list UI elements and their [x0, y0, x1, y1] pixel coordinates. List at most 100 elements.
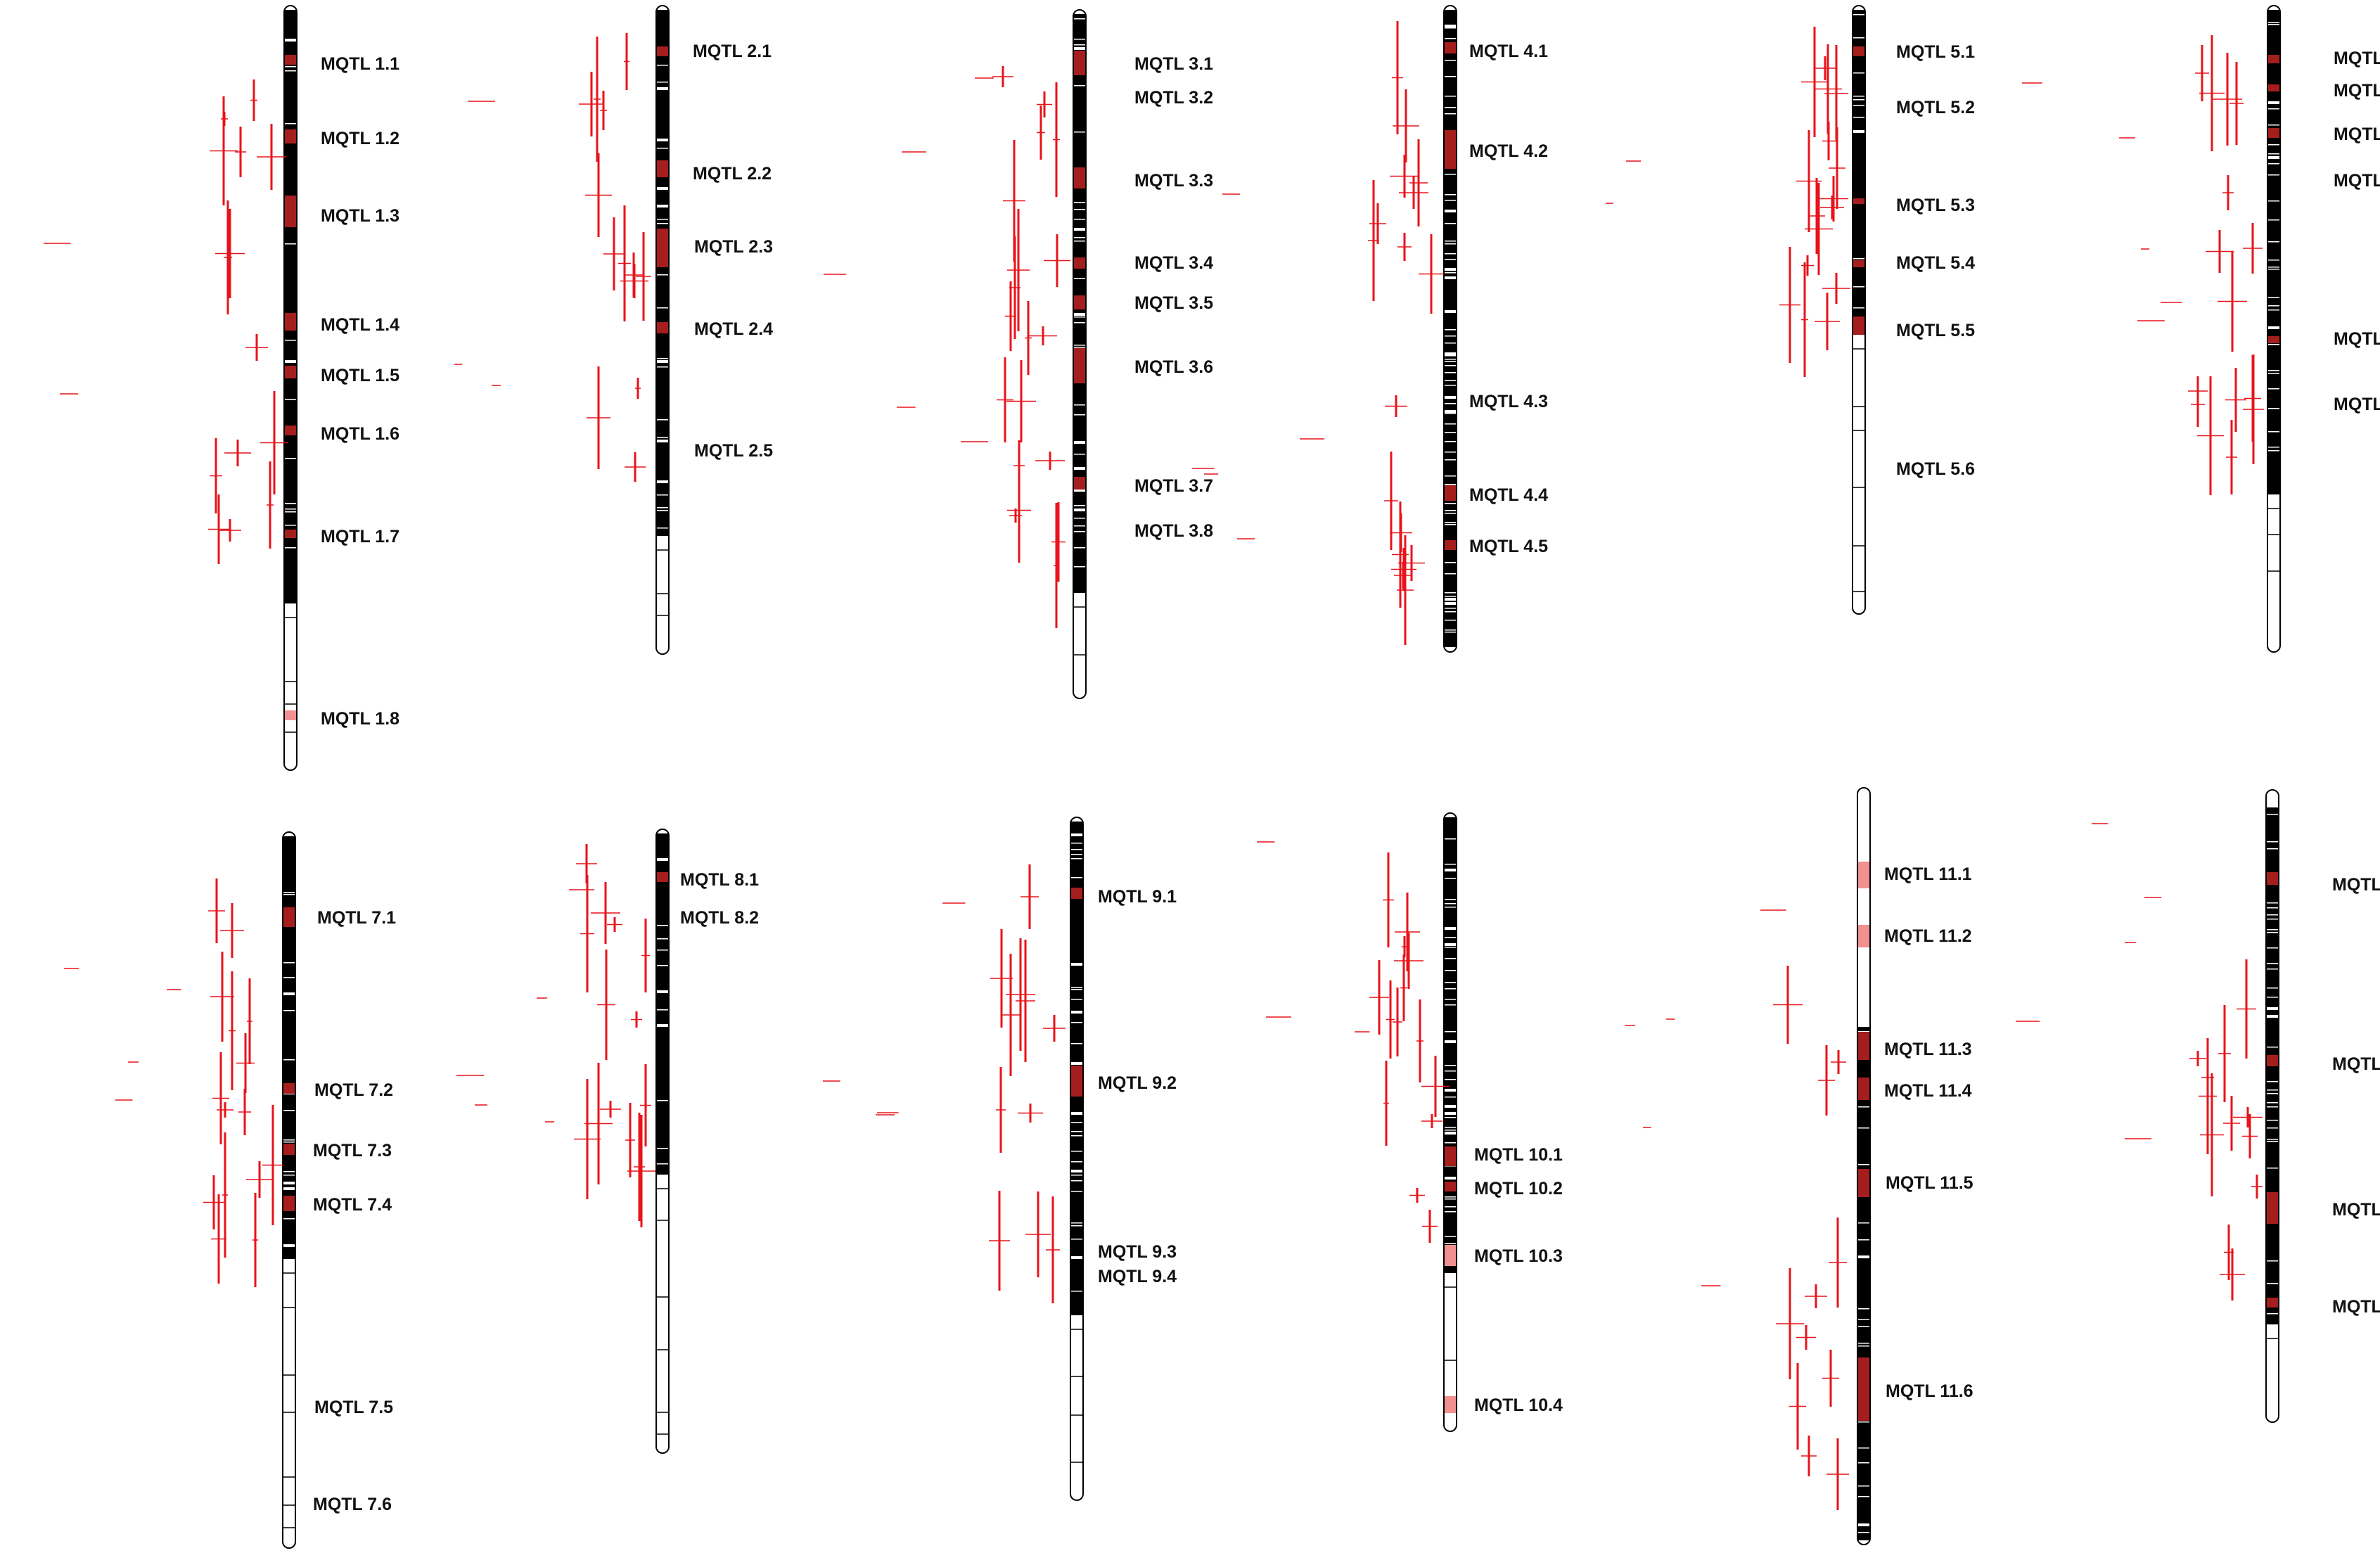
mqtl-region — [1445, 1396, 1456, 1413]
chromosome-band — [1445, 1130, 1456, 1131]
mqtl-label: MQTL 10.4 — [1474, 1395, 1563, 1415]
chromosome-band — [2267, 929, 2278, 931]
chromosome-band — [283, 977, 295, 978]
chromosome-band — [2267, 1313, 2278, 1315]
chromosome-band — [1074, 228, 1085, 231]
chromosome-band — [2268, 101, 2279, 104]
mqtl-region — [1853, 317, 1864, 335]
mqtl-region — [1445, 485, 1456, 501]
chromosome-band — [1858, 1485, 1869, 1487]
chromosome-band — [2268, 22, 2279, 23]
chromosome-band — [1445, 1199, 1456, 1200]
chromosome-band — [1858, 1532, 1869, 1533]
chromosome-band — [1445, 869, 1456, 871]
chromosome-band — [2268, 163, 2279, 165]
chromosome-band — [1071, 1131, 1082, 1132]
chromosome-band — [1445, 958, 1456, 959]
chromosome-band — [1445, 413, 1456, 414]
mqtl-region — [1858, 1357, 1869, 1421]
chromosome-band — [1074, 313, 1085, 316]
chromosome-band — [1071, 849, 1082, 850]
mqtl-label: MQTL 1.2 — [321, 129, 399, 148]
mqtl-label: MQTL 5.6 — [1896, 459, 1975, 479]
mqtl-label: MQTL 1.3 — [321, 206, 399, 226]
chromosome-band — [2268, 447, 2279, 448]
chromosome-band — [2267, 1106, 2278, 1108]
mqtl-label: MQTL 1.7 — [321, 527, 399, 547]
chromosome-band — [657, 1024, 668, 1027]
mqtl-region — [285, 313, 296, 331]
mqtl-region — [2268, 128, 2279, 138]
chromosome-band — [1445, 432, 1456, 433]
chromosome-band — [1445, 241, 1456, 242]
chromosome-band — [1071, 1222, 1082, 1224]
chromosome-band — [285, 360, 296, 363]
chromosome-band — [657, 87, 668, 90]
chromosome-band — [1445, 899, 1456, 900]
chromosome-band — [1445, 268, 1456, 271]
chromosome-band — [285, 399, 296, 400]
chromosome-band — [1074, 322, 1085, 324]
chromosome-band — [1074, 489, 1085, 492]
chromosome-band — [1445, 38, 1456, 39]
chromosome-band — [1445, 253, 1456, 255]
chromosome-band — [2268, 344, 2279, 345]
chromosome-band — [657, 528, 668, 529]
chromosome-band — [1445, 903, 1456, 905]
chromosome-band — [2268, 267, 2279, 268]
mqtl-label: MQTL 5.3 — [1896, 196, 1975, 215]
mqtl-label: MQTL 8.2 — [680, 908, 759, 928]
chromosome-band — [2267, 907, 2278, 909]
mqtl-label: MQTL 2.1 — [693, 41, 772, 61]
mqtl-region — [1858, 1169, 1869, 1197]
chromosome-band — [2268, 144, 2279, 146]
mqtl-region — [2267, 872, 2278, 885]
chromosome-band — [283, 1175, 295, 1176]
qtl-intervals-chr4 — [1192, 21, 1444, 645]
mqtl-region — [285, 129, 296, 143]
mqtl-label: MQTL 3.1 — [1134, 54, 1213, 74]
chromosome-band — [1445, 602, 1456, 605]
chromosome-1: MQTL 1.1 MQTL 1.2 MQTL 1.3 MQTL 1.4 MQTL 1.5… — [283, 5, 399, 771]
chromosome-band — [2268, 174, 2279, 176]
chromosome-band — [1853, 258, 1864, 260]
chromosome-band — [1445, 276, 1456, 279]
chromosome-band — [1445, 335, 1456, 337]
chromosome-band — [1074, 505, 1085, 506]
mqtl-region — [283, 1196, 295, 1211]
mqtl-label: MQTL 2.5 — [694, 441, 773, 461]
chromosome-band — [1445, 999, 1456, 1000]
chromosome-band — [1445, 1127, 1456, 1128]
chromosome-band — [657, 82, 668, 83]
mqtl-region — [285, 55, 296, 65]
mqtl-label: MQTL 9.4 — [1098, 1267, 1177, 1286]
chromosome-band — [1074, 85, 1085, 87]
chromosome-band — [1445, 174, 1456, 175]
chromosome-band — [1445, 1112, 1456, 1115]
chromosome-band — [1071, 1135, 1082, 1137]
chromosome-band — [1074, 347, 1085, 348]
chromosome-10: MQTL 10.1 MQTL 10.2 MQTL 10.3 MQTL 10.4 — [1443, 812, 1563, 1432]
mqtl-label: MQTL 7.4 — [313, 1195, 392, 1215]
mqtl-label: MQTL 9.2 — [1098, 1073, 1177, 1093]
chromosome-band — [1074, 566, 1085, 568]
chromosome-band — [285, 66, 296, 68]
mqtl-label: MQTL 12.1 — [2332, 875, 2380, 895]
chromosome-band — [657, 1100, 668, 1101]
chromosome-band — [1445, 1071, 1456, 1072]
chromosome-band — [657, 858, 668, 861]
chromosome-4: MQTL 4.1 MQTL 4.2 MQTL 4.3 MQTL 4.4 MQTL 4.5 — [1443, 5, 1548, 653]
qtl-intervals-chr10 — [1257, 841, 1450, 1243]
chromosome-band — [2267, 1139, 2278, 1140]
chromosome-band — [1445, 1117, 1456, 1118]
mqtl-label: MQTL 7.3 — [313, 1141, 392, 1161]
chromosome-band — [2268, 24, 2279, 25]
mqtl-label: MQTL 12.4 — [2332, 1297, 2380, 1317]
chromosome-band — [1445, 1040, 1456, 1043]
chromosome-band — [1074, 278, 1085, 279]
chromosome-band — [1071, 1191, 1082, 1192]
chromosome-band — [1071, 1291, 1082, 1292]
chromosome-band — [1858, 1164, 1869, 1165]
chromosome-band — [1074, 467, 1085, 470]
